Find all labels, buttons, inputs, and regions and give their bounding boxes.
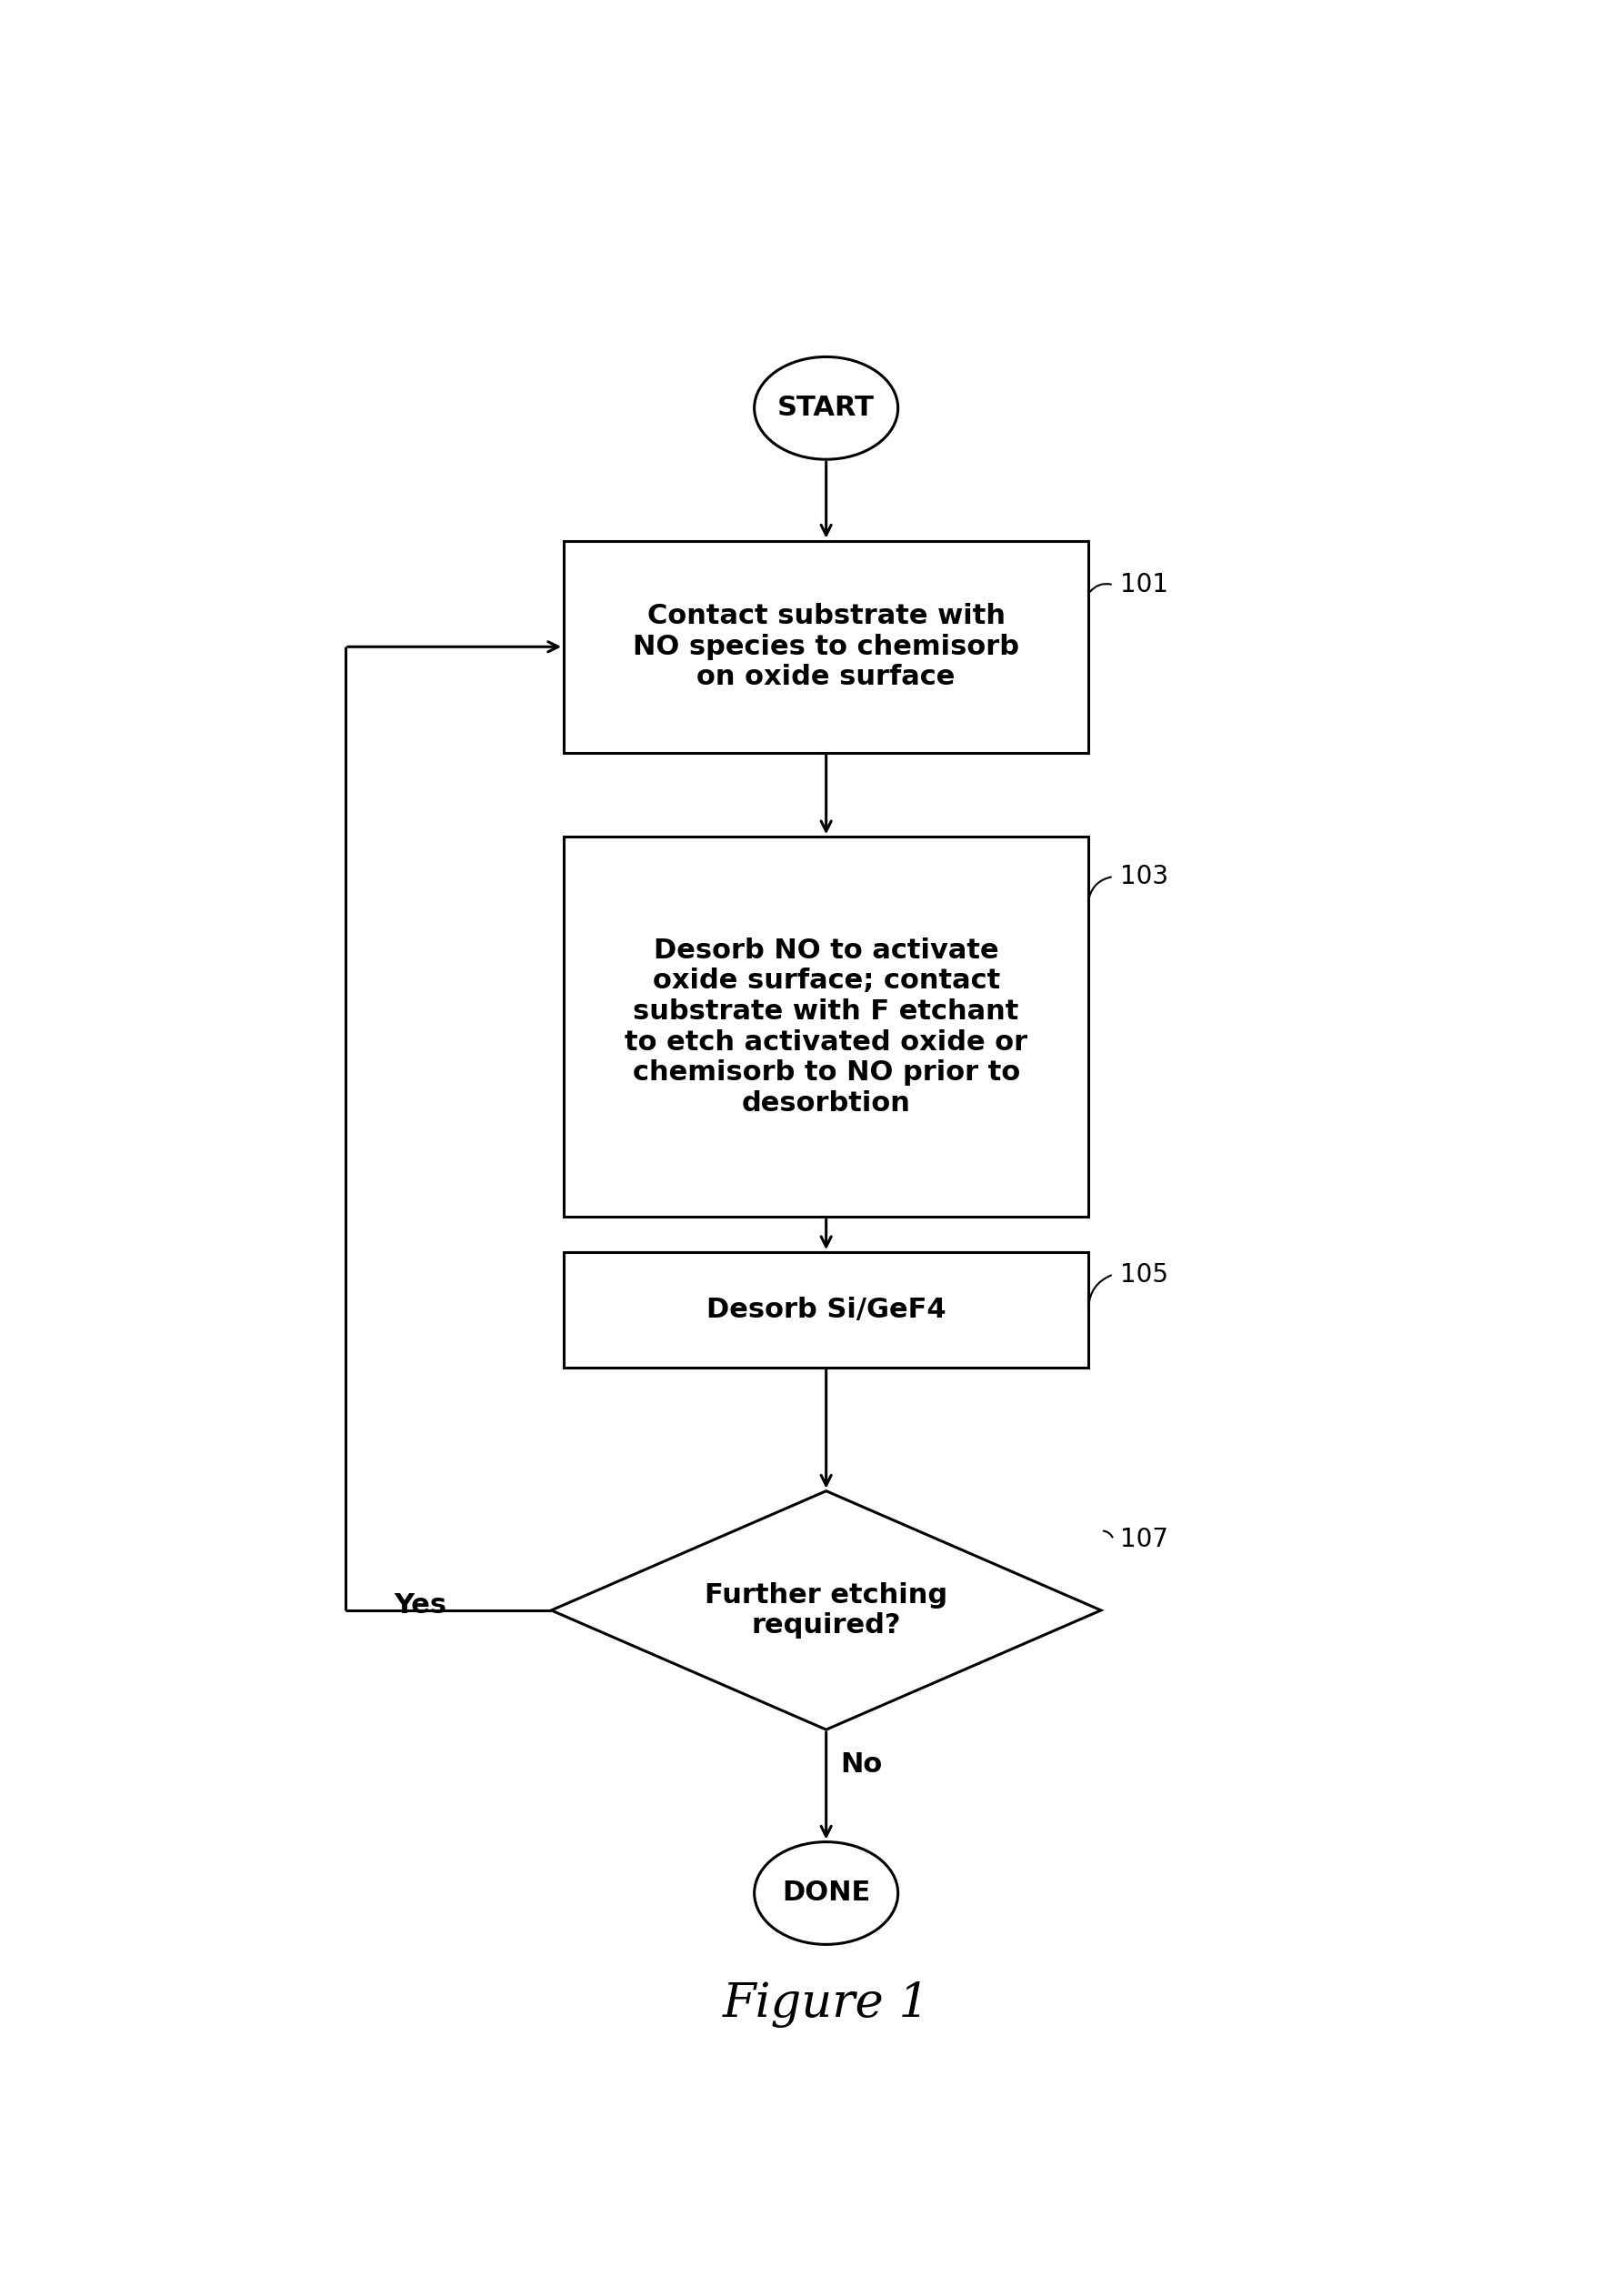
Text: Yes: Yes — [393, 1591, 447, 1619]
Text: 105: 105 — [1120, 1263, 1169, 1288]
Text: Contact substrate with
NO species to chemisorb
on oxide surface: Contact substrate with NO species to che… — [634, 604, 1019, 691]
Text: Figure 1: Figure 1 — [722, 1981, 930, 2027]
Text: 103: 103 — [1120, 863, 1169, 889]
Text: DONE: DONE — [782, 1880, 870, 1906]
Text: Further etching
required?: Further etching required? — [704, 1582, 948, 1639]
Text: 101: 101 — [1120, 572, 1169, 597]
Text: START: START — [777, 395, 875, 420]
Text: No: No — [840, 1752, 882, 1777]
Text: 107: 107 — [1120, 1527, 1169, 1552]
Text: Desorb Si/GeF4: Desorb Si/GeF4 — [706, 1297, 946, 1322]
Text: Desorb NO to activate
oxide surface; contact
substrate with F etchant
to etch ac: Desorb NO to activate oxide surface; con… — [625, 937, 1027, 1116]
